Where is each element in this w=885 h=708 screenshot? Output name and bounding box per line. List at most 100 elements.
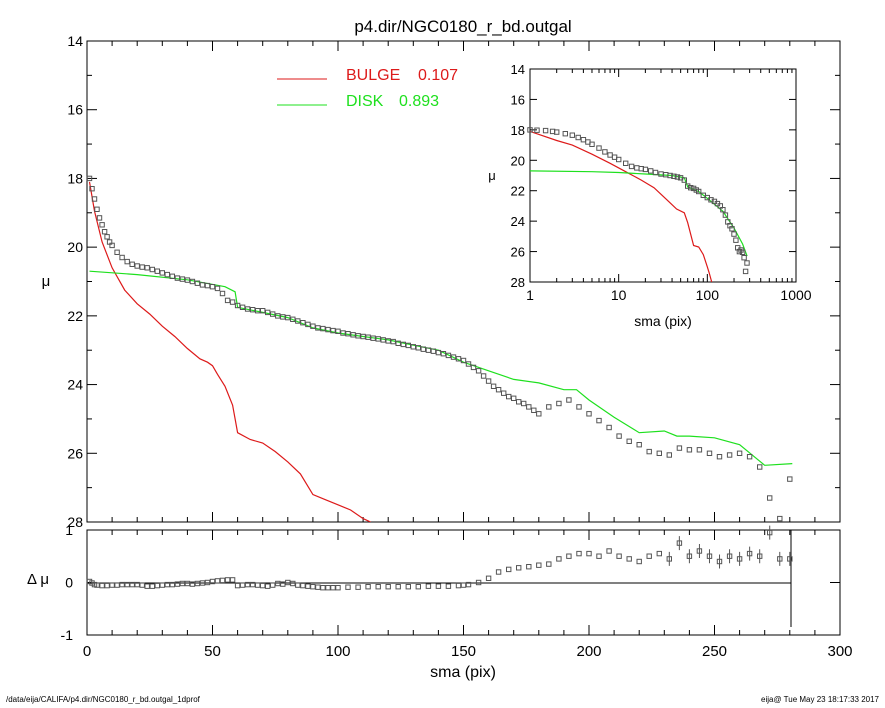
main-data-point	[199, 282, 206, 288]
residual-residual-point	[556, 556, 562, 562]
residual-residual-point	[144, 583, 150, 589]
inset-y-tick-label: 26	[511, 245, 525, 260]
main-data-point	[320, 325, 326, 332]
residual-residual-point	[184, 580, 191, 587]
main-data-point	[189, 278, 196, 285]
residual-residual-point	[234, 582, 241, 589]
main-data-point	[310, 323, 316, 329]
inset-y-tick-label: 24	[511, 214, 525, 229]
main-data-point	[646, 448, 652, 455]
main-data-point	[119, 254, 125, 261]
main-data-point	[159, 270, 166, 276]
residual-residual-point	[415, 584, 422, 590]
main-data-point	[174, 275, 181, 281]
residual-residual-point	[315, 584, 321, 590]
main-data-point	[767, 495, 773, 501]
residual-residual-point	[275, 580, 281, 587]
main-data-point	[656, 450, 662, 457]
inset-data-point	[674, 174, 681, 180]
main-data-point	[86, 175, 93, 182]
residual-x-tick-label: 100	[325, 643, 350, 660]
main-y-axis-label: μ	[42, 273, 51, 290]
residual-series	[86, 525, 793, 591]
residual-residual-point	[445, 583, 452, 589]
residual-residual-point	[536, 562, 542, 568]
residual-residual-point	[485, 575, 492, 581]
main-data-point	[184, 277, 191, 283]
main-data-point	[179, 276, 186, 282]
main-data-point	[455, 356, 462, 362]
inset-data-point	[562, 131, 568, 137]
main-data-point	[350, 332, 356, 338]
main-data-point	[229, 299, 236, 305]
residual-residual-point	[330, 585, 336, 591]
main-data-point	[410, 344, 417, 350]
legend: BULGE 0.107 DISK 0.893	[277, 67, 458, 110]
inset-x-tick-label: 1	[526, 287, 534, 303]
residual-residual-point	[320, 585, 326, 591]
residual-y-tick-label: 1	[65, 522, 73, 538]
residual-residual-point	[460, 582, 467, 588]
main-data-point	[415, 345, 422, 351]
residual-residual-point	[285, 579, 291, 586]
inset-data-point	[671, 173, 677, 180]
main-data-point	[626, 438, 632, 445]
inset-data-point	[667, 172, 673, 179]
inset-y-tick-label: 14	[511, 62, 525, 77]
main-data-point	[746, 454, 753, 460]
residual-residual-point	[526, 564, 532, 570]
residual-x-tick-label: 200	[576, 643, 601, 660]
main-data-point	[204, 282, 211, 289]
inset-data-point	[685, 183, 691, 189]
legend-bulge-value: 0.107	[418, 67, 458, 84]
inset-data-point	[575, 134, 581, 141]
main-data-point	[234, 302, 241, 309]
main-data-point	[285, 314, 291, 321]
main-data-point	[546, 404, 552, 410]
main-data-point	[706, 450, 713, 457]
residual-residual-point	[405, 584, 412, 590]
main-data-point	[606, 424, 612, 431]
residual-residual-point	[124, 581, 130, 588]
residual-residual-point	[506, 566, 512, 573]
main-data-point	[194, 280, 201, 286]
residual-residual-point	[199, 580, 206, 586]
main-data-point	[516, 399, 522, 405]
inset-y-tick-label: 18	[511, 123, 525, 138]
main-data-point	[375, 336, 381, 342]
residual-residual-point	[194, 580, 201, 587]
main-data-point	[777, 515, 783, 522]
inset-data-point	[616, 156, 622, 163]
residual-residual-point	[495, 569, 502, 575]
residual-residual-point	[134, 581, 140, 588]
residual-residual-point	[265, 583, 271, 589]
main-data-point	[340, 330, 346, 336]
inset-data-point	[720, 207, 726, 213]
main-data-point	[536, 411, 542, 417]
main-data-point	[726, 452, 733, 458]
residual-residual-point	[169, 581, 176, 588]
inset-data-point	[739, 249, 746, 256]
main-data-point	[244, 306, 251, 312]
inset-series	[527, 127, 750, 282]
residual-x-tick-label: 250	[702, 643, 727, 660]
residual-residual-point	[305, 583, 311, 589]
inset-x-tick-label: 1000	[780, 287, 811, 303]
residual-residual-point	[260, 582, 266, 589]
inset-data-point	[602, 149, 608, 155]
residual-residual-point	[516, 565, 522, 571]
main-panel: 14 16 18 20 22 24 26 28 μ BULGE 0.107 DISK 0.89…	[42, 33, 841, 530]
main-data-point	[270, 311, 276, 317]
inset-y-axis-label: μ	[488, 168, 496, 183]
main-data-point	[400, 341, 407, 348]
main-data-point	[330, 327, 336, 334]
legend-bulge-label: BULGE	[346, 67, 400, 84]
main-y-tick-label: 24	[67, 377, 83, 393]
residual-residual-point	[164, 581, 171, 588]
residual-residual-point	[94, 582, 100, 588]
residual-residual-point	[159, 582, 166, 588]
inset-data-point	[736, 248, 743, 255]
residual-residual-point	[395, 584, 401, 590]
residual-residual-point	[214, 578, 221, 584]
main-data-point	[420, 346, 427, 352]
